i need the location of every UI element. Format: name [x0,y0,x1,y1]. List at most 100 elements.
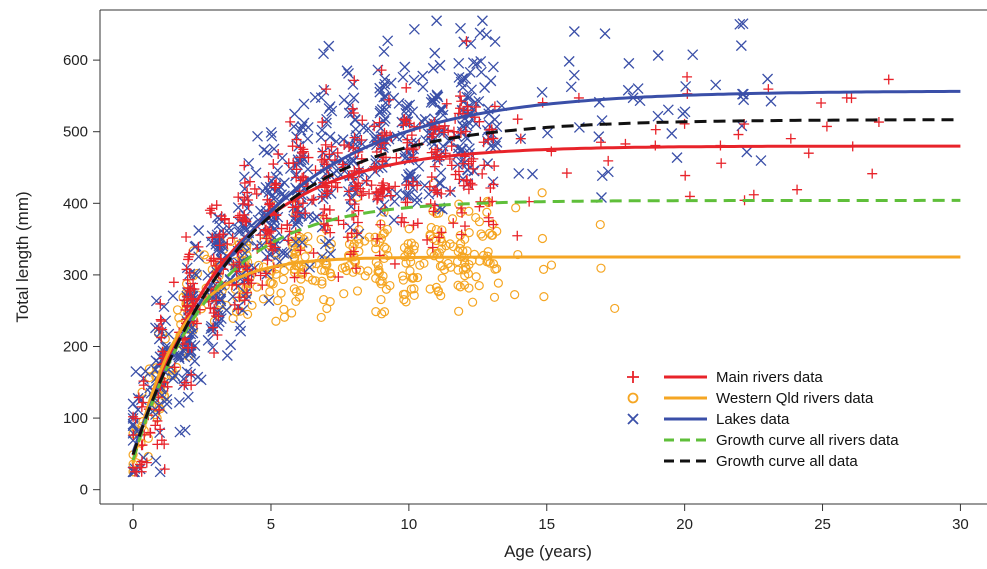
lakes-point [735,40,747,52]
main-rivers-point [243,199,254,210]
western-qld-point [296,260,306,270]
western-qld-point [511,203,521,213]
main-rivers-point [271,178,282,189]
main-rivers-point [242,187,253,198]
main-rivers-point [204,205,215,216]
legend-cross-marker [627,413,639,425]
main-rivers-point [483,134,494,145]
main-rivers-point [462,175,473,186]
western-qld-point [287,308,297,318]
lakes-point [429,47,441,59]
lakes-point [762,73,774,85]
lakes-point [323,40,335,52]
main-rivers-point [479,160,490,171]
main-rivers-point [371,186,382,197]
main-rivers-point [321,84,332,95]
western-qld-point [485,258,495,268]
lakes-point [298,117,310,129]
lakes-point [243,157,255,169]
main-rivers-point [239,177,250,188]
main-rivers-point [179,295,190,306]
main-rivers-point [237,198,248,209]
main-rivers-point [269,182,280,193]
main-rivers-point [458,158,469,169]
main-rivers-point [293,201,304,212]
main-rivers-point [348,143,359,154]
lakes-point [680,80,692,92]
western-qld-point [493,278,503,288]
main-rivers-point [428,129,439,140]
main-rivers-point [193,241,204,252]
main-rivers-point [408,220,419,231]
main-rivers-point [356,135,367,146]
western-qld-point [425,284,435,294]
main-rivers-point [348,246,359,257]
lakes-point [192,371,204,383]
main-rivers-point [883,74,894,85]
western-qld-point [433,287,443,297]
western-qld-point [610,303,620,314]
western-qld-point [476,229,486,239]
main-rivers-point [287,141,298,152]
lakes-point [167,290,179,302]
main-rivers-point [428,206,439,217]
lakes-point [469,96,481,108]
lakes-point [602,166,614,178]
main-rivers-point [239,295,250,306]
lakes-point [596,170,608,182]
lakes-point [453,57,465,69]
lakes-point [311,211,323,223]
lakes-point [315,131,327,143]
main-rivers-point [445,185,456,196]
main-rivers-point [224,218,235,229]
main-rivers-point [273,149,284,160]
main-rivers-point [391,152,402,163]
lakes-point [568,69,580,81]
lakes-point [457,73,469,84]
lakes-point [411,192,423,204]
western-qld-point [482,207,492,217]
main-rivers-point [429,161,440,172]
lakes-point [408,74,420,86]
axes [99,9,987,505]
western-qld-point [513,249,523,260]
lakes-point [666,128,678,139]
western-qld-point [429,251,439,261]
main-rivers-point [298,146,309,157]
main-rivers-point [326,141,337,152]
main-rivers-point [268,159,279,170]
western-qld-point [291,287,301,297]
main-rivers-point [406,130,417,141]
lakes-point [207,341,219,353]
western-qld-point [464,228,474,238]
lakes-point [167,372,179,384]
western-qld-point [401,297,411,307]
main-rivers-point [455,91,466,102]
main-rivers-point [283,235,294,246]
main-rivers-point [389,258,400,269]
western-qld-point [228,313,238,324]
lakes-point [302,133,314,145]
lakes-point [292,215,304,227]
lakes-point [173,396,185,408]
lakes-point [408,23,420,35]
main-rivers-point [357,115,368,126]
lakes-point [632,83,644,94]
main-rivers-point [136,401,147,412]
western-qld-point [487,230,497,240]
main-rivers-point [379,127,390,138]
western-qld-point [316,234,326,245]
main-rivers-point [184,285,195,296]
western-qld-point [398,289,409,299]
lakes-point [343,67,354,79]
main-rivers-point [136,466,147,477]
lakes-point [237,304,249,316]
main-rivers-point [257,280,268,291]
lakes-point [174,426,186,438]
main-rivers-point [455,127,466,138]
main-rivers-point [261,233,272,244]
main-rivers-point [785,133,796,144]
lakes-point [563,55,575,67]
western-qld-point [415,260,425,270]
x-tick-label: 0 [129,516,137,533]
